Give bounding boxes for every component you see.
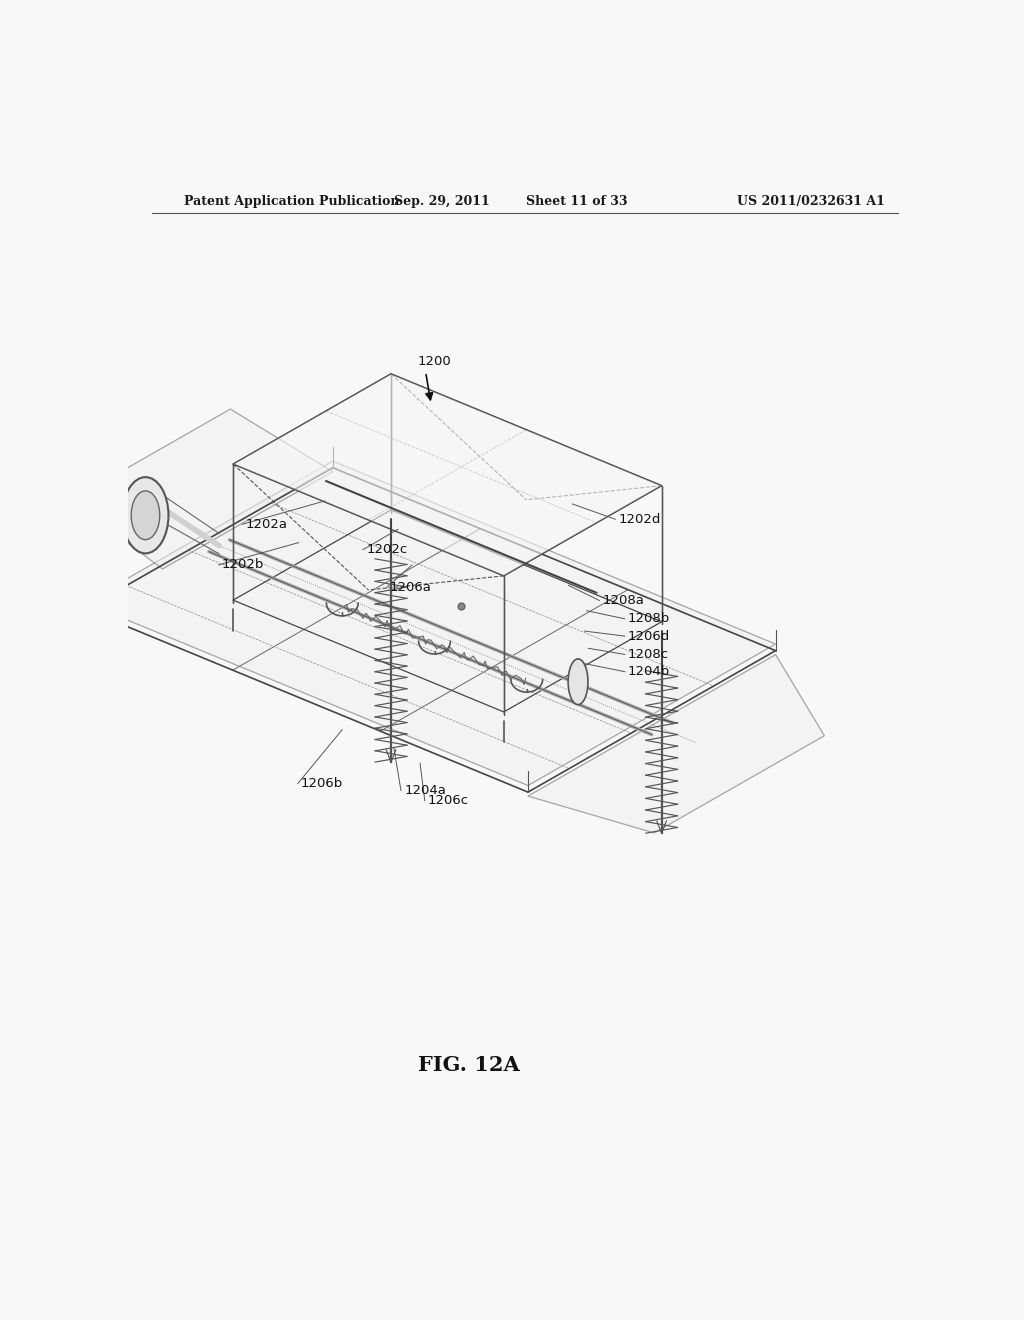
Text: 1206a: 1206a xyxy=(390,581,432,594)
Ellipse shape xyxy=(123,477,169,553)
Text: 1200: 1200 xyxy=(418,355,452,368)
Ellipse shape xyxy=(131,491,160,540)
Polygon shape xyxy=(71,409,333,569)
Ellipse shape xyxy=(568,659,588,705)
Text: 1208c: 1208c xyxy=(628,648,669,661)
Text: 1202d: 1202d xyxy=(618,512,660,525)
Text: 1208b: 1208b xyxy=(628,612,671,626)
Text: Sheet 11 of 33: Sheet 11 of 33 xyxy=(525,194,627,207)
Text: Patent Application Publication: Patent Application Publication xyxy=(183,194,399,207)
Polygon shape xyxy=(528,655,824,833)
Text: 1206b: 1206b xyxy=(301,777,343,789)
Text: Sep. 29, 2011: Sep. 29, 2011 xyxy=(393,194,489,207)
Text: FIG. 12A: FIG. 12A xyxy=(419,1055,520,1074)
Text: 1204b: 1204b xyxy=(628,665,671,678)
Text: 1204a: 1204a xyxy=(404,784,446,797)
Text: 1202c: 1202c xyxy=(367,544,408,556)
Polygon shape xyxy=(233,374,662,576)
Text: 1202b: 1202b xyxy=(221,558,264,572)
Text: 1206c: 1206c xyxy=(428,795,469,808)
Text: 1206d: 1206d xyxy=(628,630,671,643)
Text: 1208a: 1208a xyxy=(602,594,644,607)
Text: 1202a: 1202a xyxy=(246,517,288,531)
Text: US 2011/0232631 A1: US 2011/0232631 A1 xyxy=(736,194,885,207)
Polygon shape xyxy=(85,461,775,785)
